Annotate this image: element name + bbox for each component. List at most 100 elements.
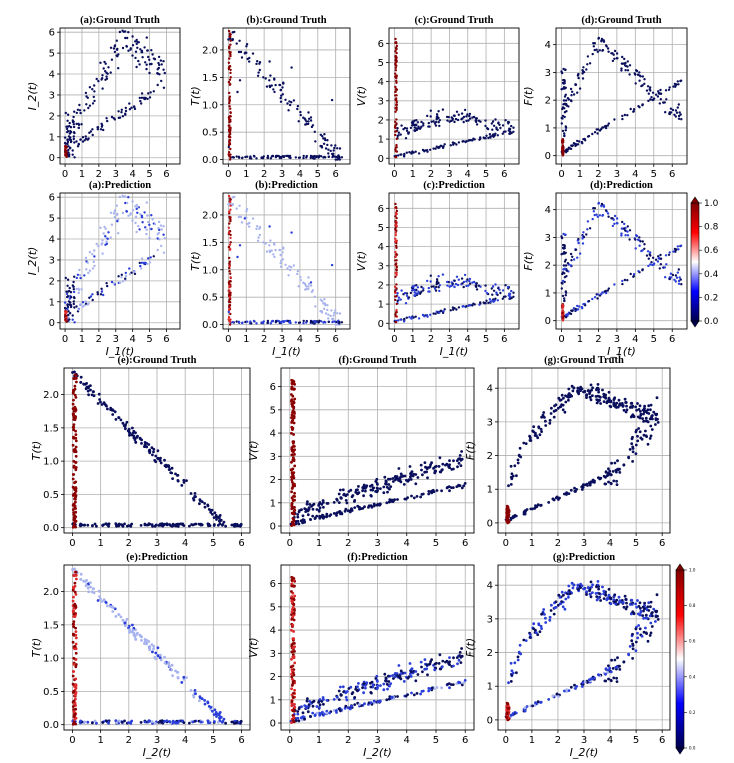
data-point <box>71 477 75 481</box>
data-point <box>106 407 109 411</box>
data-point <box>209 708 213 711</box>
data-point <box>68 303 71 306</box>
data-point <box>320 310 323 313</box>
data-point <box>649 98 652 101</box>
x-tick-label: 0 <box>287 735 293 746</box>
y-tick-label: 1.5 <box>202 238 218 249</box>
y-tick-label: 5 <box>49 214 55 225</box>
data-point <box>414 315 417 318</box>
x-tick-label: 3 <box>614 334 620 345</box>
y-tick-label: 5 <box>270 405 276 416</box>
data-point <box>422 124 425 127</box>
y-tick-label: 6 <box>49 193 55 204</box>
data-point <box>143 638 147 641</box>
data-point <box>143 211 146 214</box>
data-point <box>264 242 267 245</box>
data-point <box>290 524 293 527</box>
data-point <box>112 212 116 215</box>
data-point <box>678 276 681 279</box>
data-point <box>628 406 632 409</box>
data-point <box>439 470 443 474</box>
x-tick-label: 5 <box>433 538 439 549</box>
data-point <box>410 124 414 127</box>
data-point <box>608 399 612 403</box>
data-point <box>79 375 83 379</box>
data-point <box>634 247 637 250</box>
data-point <box>235 524 239 528</box>
data-point <box>671 273 675 277</box>
data-point <box>147 92 150 95</box>
data-point <box>79 111 82 115</box>
data-point <box>417 290 420 293</box>
data-point <box>74 466 78 469</box>
data-point <box>654 258 658 261</box>
data-point <box>505 514 509 518</box>
data-point <box>229 147 232 151</box>
data-point <box>626 60 629 63</box>
data-point <box>185 676 188 679</box>
data-point <box>409 475 412 479</box>
data-point <box>564 264 568 267</box>
data-point <box>279 155 282 159</box>
data-point <box>229 204 232 207</box>
data-point <box>601 48 605 52</box>
data-point <box>131 426 134 430</box>
data-point <box>324 321 327 324</box>
data-point <box>602 597 606 600</box>
data-point <box>616 459 619 463</box>
y-tick-label: 0.5 <box>202 128 218 139</box>
data-point <box>149 91 152 94</box>
data-point <box>324 147 328 150</box>
data-point <box>162 233 165 236</box>
data-point <box>441 108 445 111</box>
data-point <box>332 501 336 504</box>
data-point <box>674 274 678 277</box>
data-point <box>279 265 283 268</box>
data-point <box>104 227 107 230</box>
data-point <box>74 500 77 504</box>
data-point <box>68 121 71 125</box>
data-point <box>622 408 626 412</box>
data-point <box>228 286 231 289</box>
data-point <box>98 595 101 598</box>
data-point <box>420 290 423 293</box>
data-point <box>395 225 398 228</box>
data-point <box>192 694 195 697</box>
data-point <box>394 227 397 231</box>
data-point <box>322 307 326 310</box>
data-point <box>435 278 439 281</box>
data-point <box>456 118 460 122</box>
data-point <box>387 477 390 481</box>
data-point <box>315 156 318 159</box>
data-point <box>621 55 624 59</box>
data-point <box>385 501 389 505</box>
data-point <box>300 705 303 709</box>
data-point <box>406 496 409 499</box>
data-point <box>623 397 627 401</box>
y-tick-label: 0.5 <box>43 490 59 501</box>
data-point <box>626 279 629 282</box>
data-point <box>72 670 76 673</box>
data-point <box>629 612 633 616</box>
data-point <box>302 156 305 160</box>
data-point <box>74 642 78 646</box>
data-point <box>665 98 668 101</box>
data-point <box>137 59 140 63</box>
data-point <box>228 131 232 134</box>
y-tick-label: 2 <box>270 475 276 486</box>
data-point <box>538 433 542 437</box>
data-point <box>110 280 114 284</box>
y-tick-label: 4 <box>270 429 276 440</box>
data-point <box>439 667 443 671</box>
data-point <box>228 158 232 161</box>
data-point <box>403 671 407 675</box>
data-point <box>450 119 453 123</box>
data-point <box>562 78 565 82</box>
data-point <box>668 112 671 116</box>
data-point <box>455 143 458 146</box>
data-point <box>228 217 232 220</box>
y-tick-label: 3 <box>378 261 384 272</box>
data-point <box>321 300 324 303</box>
data-point <box>75 305 78 308</box>
data-point <box>475 123 479 126</box>
